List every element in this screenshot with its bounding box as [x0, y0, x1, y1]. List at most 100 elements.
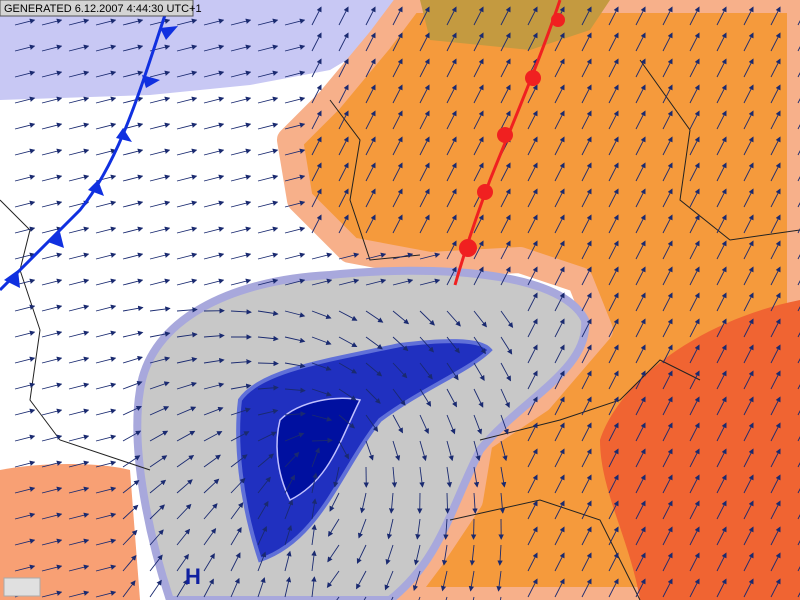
- wind-arrow: [743, 58, 754, 78]
- wind-arrow: [176, 174, 198, 182]
- wind-arrow: [203, 527, 217, 546]
- wind-arrow: [14, 174, 36, 182]
- wind-arrow: [284, 525, 293, 546]
- wind-arrow: [14, 70, 36, 78]
- wind-arrow: [311, 58, 322, 78]
- wind-arrow: [122, 226, 144, 234]
- wind-arrow: [149, 529, 164, 546]
- wind-arrow: [122, 455, 141, 468]
- wind-arrow: [527, 500, 538, 520]
- wind-arrow: [743, 110, 754, 130]
- wind-arrow: [473, 440, 481, 462]
- wind-arrow: [743, 266, 754, 286]
- wind-arrow: [581, 500, 592, 520]
- wind-arrow: [392, 162, 403, 182]
- wind-arrow: [689, 292, 700, 312]
- wind-arrow: [41, 408, 63, 416]
- wind-arrow: [230, 527, 242, 546]
- wind-arrow: [122, 330, 144, 338]
- wind-arrow: [635, 188, 646, 208]
- wind-arrow: [392, 310, 410, 325]
- wind-arrow: [149, 174, 171, 182]
- wind-arrow: [333, 466, 340, 488]
- wind-arrow: [284, 278, 306, 286]
- wind-arrow: [419, 336, 435, 353]
- wind-arrow: [554, 84, 565, 104]
- wind-arrow: [468, 570, 475, 592]
- wind-arrow: [499, 492, 506, 514]
- wind-arrow: [14, 486, 36, 494]
- wind-arrow: [444, 492, 451, 514]
- wind-arrow: [716, 136, 727, 156]
- wind-arrow: [203, 503, 218, 520]
- wind-arrow: [554, 448, 565, 468]
- wind-arrow: [41, 304, 63, 312]
- wind-arrow: [743, 6, 754, 26]
- wind-arrow: [95, 434, 117, 442]
- wind-arrow: [359, 492, 367, 514]
- wind-arrow: [311, 252, 333, 260]
- wind-arrow: [149, 18, 171, 26]
- wind-arrow: [149, 455, 168, 468]
- wind-arrow: [338, 214, 349, 234]
- wind-arrow: [257, 226, 279, 234]
- wind-arrow: [716, 84, 727, 104]
- wind-arrow: [473, 466, 480, 488]
- wind-arrow: [68, 174, 90, 182]
- wind-arrow: [554, 318, 565, 338]
- wind-arrow: [446, 240, 457, 260]
- wind-arrow: [311, 414, 333, 422]
- wind-arrow: [328, 518, 340, 537]
- wind-arrow: [176, 357, 198, 364]
- wind-arrow: [392, 414, 403, 434]
- wind-arrow: [122, 200, 144, 208]
- wind-arrow: [392, 214, 403, 234]
- wind-arrow: [419, 58, 430, 78]
- wind-arrow: [365, 58, 376, 78]
- wind-arrow: [635, 526, 646, 546]
- wind-arrow: [419, 32, 430, 52]
- wind-arrow: [716, 422, 727, 442]
- wind-arrow: [662, 448, 673, 468]
- wind-arrow: [689, 396, 700, 416]
- wind-arrow: [149, 278, 171, 286]
- wind-arrow: [527, 32, 538, 52]
- wind-arrow: [770, 526, 781, 546]
- wind-arrow: [14, 564, 36, 572]
- wind-arrow: [392, 388, 406, 406]
- wind-arrow: [689, 552, 700, 572]
- wind-arrow: [176, 200, 198, 208]
- wind-arrow: [689, 6, 700, 26]
- wind-arrow: [743, 344, 754, 364]
- wind-arrow: [500, 188, 511, 208]
- wind-arrow: [14, 460, 36, 468]
- wind-arrow: [41, 382, 63, 390]
- wind-arrow: [176, 579, 188, 598]
- wind-arrow: [716, 396, 727, 416]
- wind-arrow: [68, 460, 90, 468]
- wind-arrow: [338, 278, 360, 286]
- wind-arrow: [500, 266, 511, 286]
- wind-arrow: [608, 370, 619, 390]
- cold-front: [0, 14, 167, 292]
- wind-arrow: [770, 110, 781, 130]
- wind-arrow: [527, 214, 538, 234]
- wind-arrow: [446, 266, 457, 286]
- wind-arrow: [338, 310, 358, 321]
- wind-arrow: [384, 570, 394, 591]
- wind-arrow: [122, 305, 144, 312]
- wind-arrow: [554, 240, 565, 260]
- wind-arrow: [716, 526, 727, 546]
- wind-arrow: [689, 32, 700, 52]
- wind-arrow: [284, 148, 306, 156]
- wind-arrow: [386, 518, 394, 540]
- wind-arrow: [743, 84, 754, 104]
- wind-arrow: [419, 252, 441, 260]
- wind-arrow: [176, 70, 198, 78]
- wind-arrow: [608, 162, 619, 182]
- wind-arrow: [68, 538, 90, 546]
- wind-arrow: [230, 383, 252, 390]
- wind-arrow: [689, 526, 700, 546]
- wind-arrow: [608, 578, 619, 598]
